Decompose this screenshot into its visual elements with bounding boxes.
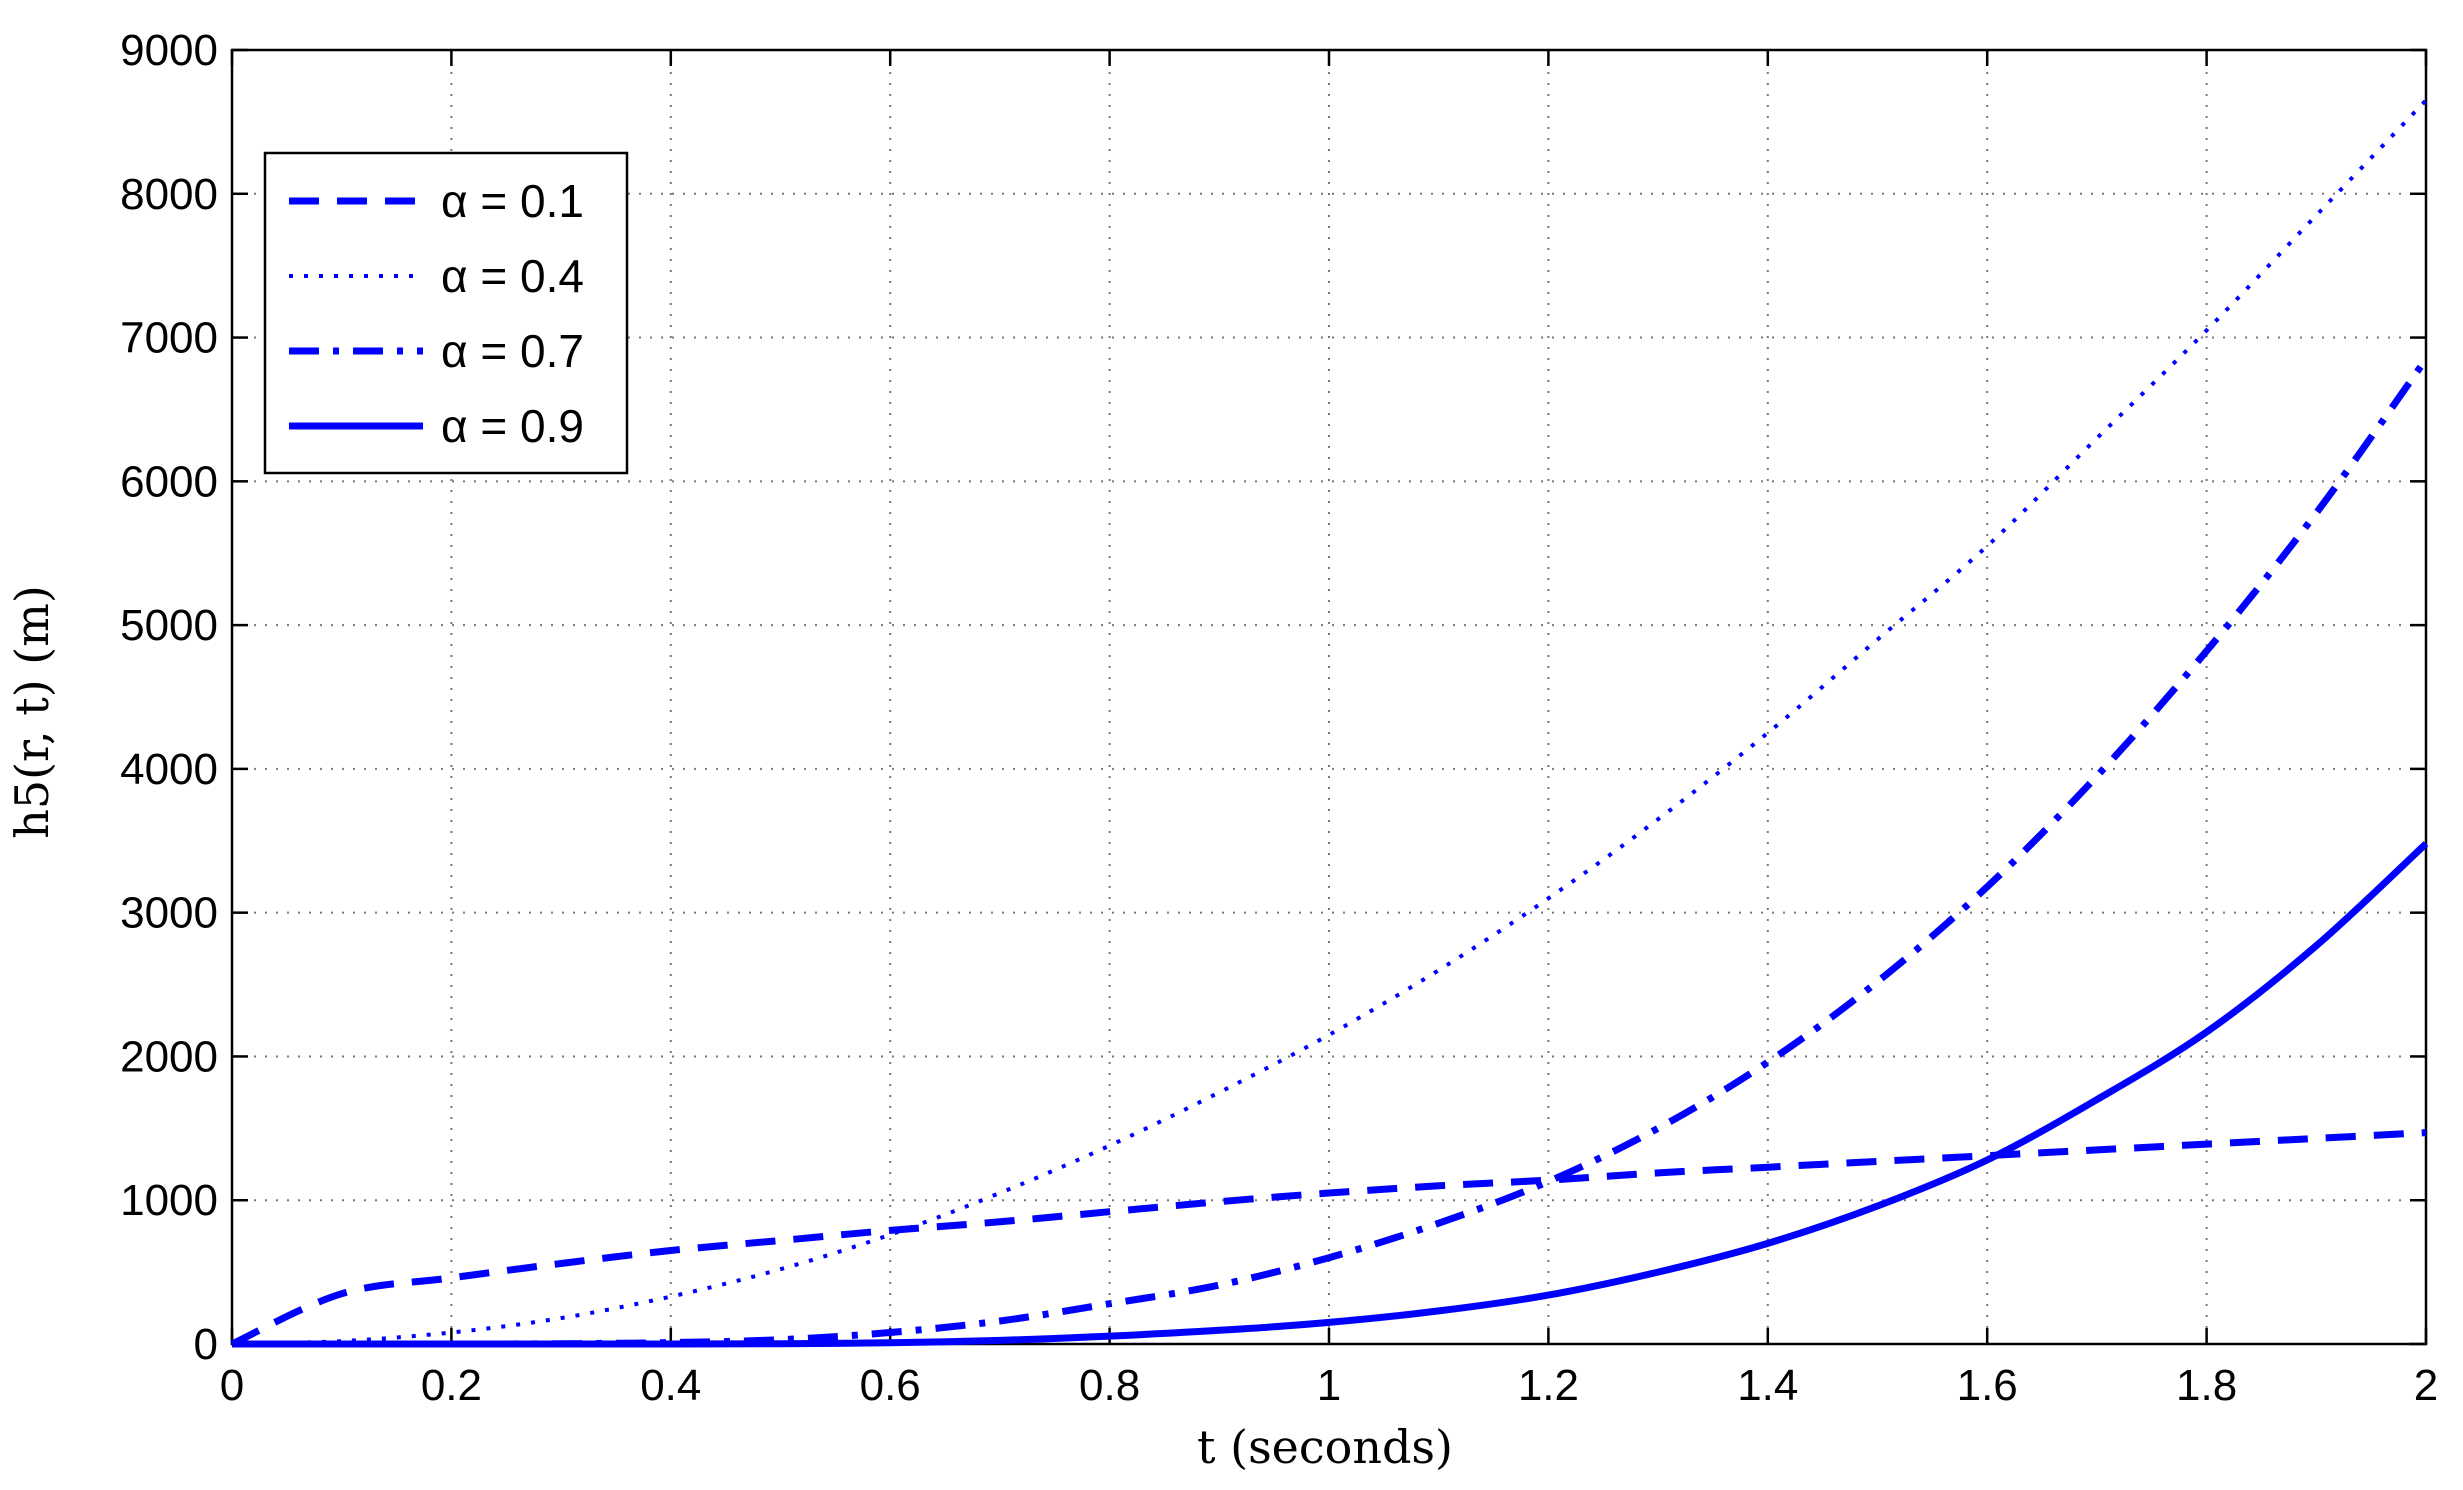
y-tick-label: 7000 <box>120 314 218 363</box>
y-tick-label: 9000 <box>120 26 218 75</box>
y-tick-label: 5000 <box>120 601 218 650</box>
x-tick-label: 2 <box>2414 1361 2438 1410</box>
y-axis-label: h5(r, t) (m) <box>5 585 59 839</box>
legend-label: α = 0.7 <box>441 325 584 377</box>
legend-label: α = 0.4 <box>441 250 584 302</box>
series-line-2 <box>231 98 2428 1346</box>
series-line-4 <box>232 841 2429 1348</box>
y-tick-label: 0 <box>194 1320 218 1369</box>
x-tick-label: 0.2 <box>421 1361 482 1410</box>
grid-lines <box>232 50 2426 1344</box>
legend-box <box>263 151 629 475</box>
x-tick-label: 0.6 <box>860 1361 921 1410</box>
x-axis-label: t (seconds) <box>1197 1420 1453 1474</box>
y-tick-label: 8000 <box>120 170 218 219</box>
y-tick-label: 6000 <box>120 457 218 506</box>
y-tick-label: 4000 <box>120 745 218 794</box>
series-line-1 <box>230 1129 2427 1348</box>
x-tick-label: 1.8 <box>2176 1361 2237 1410</box>
legend-label: α = 0.1 <box>441 175 584 227</box>
x-tick-label: 0.4 <box>640 1361 701 1410</box>
x-tick-label: 1.6 <box>1957 1361 2018 1410</box>
x-tick-label: 1.2 <box>1518 1361 1579 1410</box>
series-layer <box>230 98 2429 1348</box>
y-tick-label: 2000 <box>120 1032 218 1081</box>
axes: 0 0.2 0.4 0.6 0.8 1 1.2 1.4 1.6 1.8 2 0 1000 2000 3000… <box>120 26 2438 1410</box>
y-tick-label: 3000 <box>120 889 218 938</box>
legend-label: α = 0.9 <box>441 400 584 452</box>
x-tick-label: 0.8 <box>1079 1361 1140 1410</box>
legend: α = 0.1 α = 0.4 α = 0.7 α = 0.9 <box>263 151 629 475</box>
x-tick-label: 1 <box>1317 1361 1341 1410</box>
y-tick-label: 1000 <box>120 1176 218 1225</box>
x-tick-label: 0 <box>220 1361 244 1410</box>
x-tick-label: 1.4 <box>1737 1361 1798 1410</box>
